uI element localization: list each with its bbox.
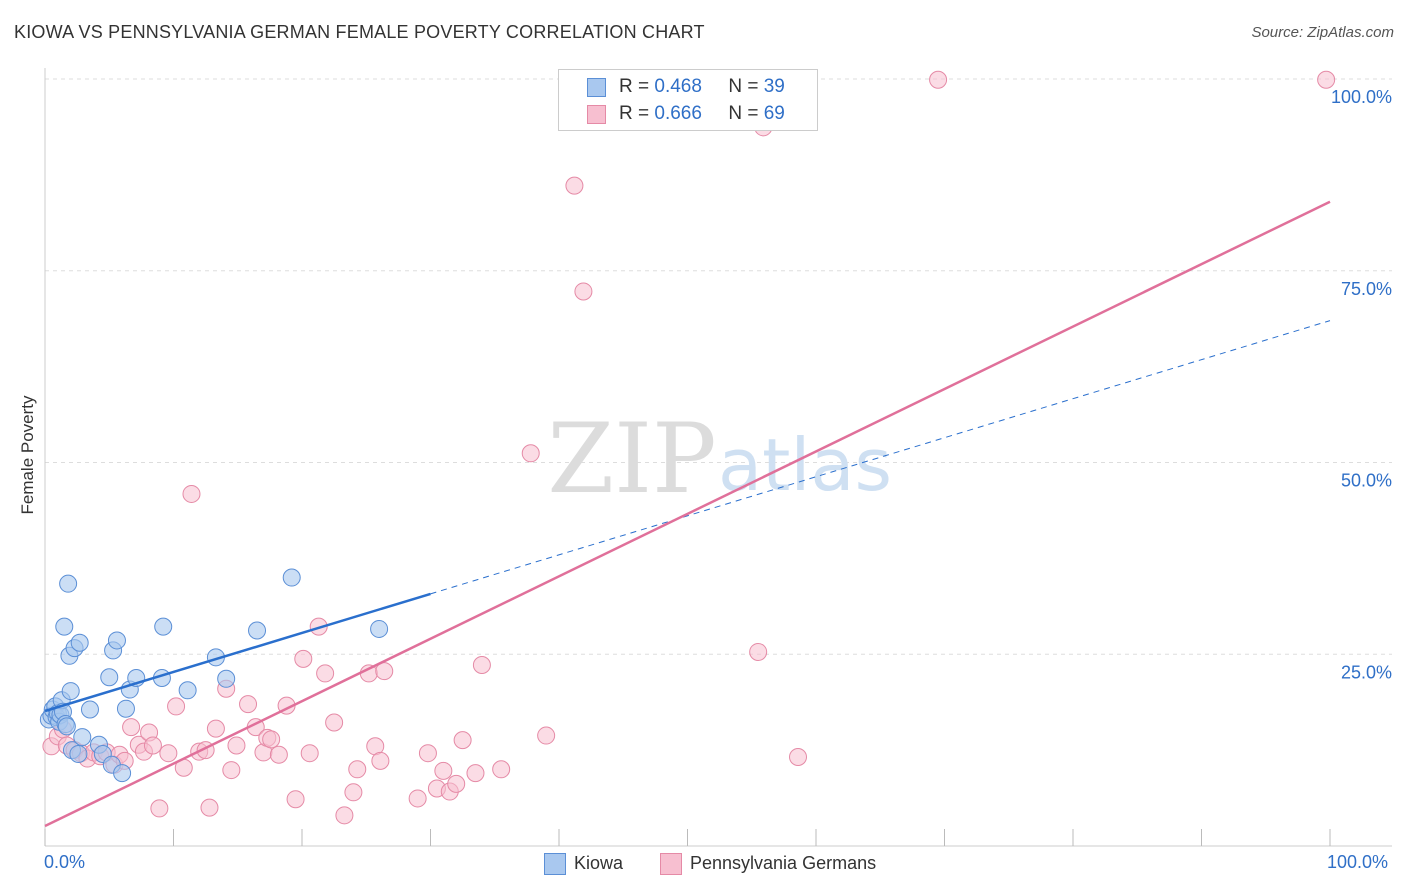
n-value: 39: [763, 76, 785, 97]
r-value: 0.666: [654, 103, 702, 124]
y-tick-label: 50.0%: [1341, 471, 1392, 491]
y-tick-label: 25.0%: [1341, 662, 1392, 682]
kiowa-point: [107, 631, 126, 650]
pennsylvania-germans-point: [789, 748, 808, 767]
kiowa-point: [282, 568, 301, 587]
pennsylvania-germans-point: [182, 484, 201, 503]
kiowa-point: [154, 617, 173, 636]
pennsylvania-germans-point: [929, 70, 948, 89]
pennsylvania-germans-point: [335, 806, 354, 825]
pennsylvania-germans-point: [565, 176, 584, 195]
pennsylvania-germans-point: [472, 655, 491, 674]
kiowa-legend-swatch: [544, 853, 566, 875]
watermark-atlas: atlas: [718, 423, 892, 507]
pennsylvania-germans-point: [408, 789, 427, 808]
correlation-legend: R = 0.468 N = 39 R = 0.666 N = 69: [558, 69, 818, 131]
pennsylvania-germans-point: [492, 760, 511, 779]
x-tick-label-min: 0.0%: [44, 852, 86, 872]
kiowa-point: [70, 633, 89, 652]
pennsylvania-germans-point: [206, 719, 225, 738]
pennsylvania-germans-point: [300, 744, 319, 763]
pennsylvania-germans-point: [1317, 70, 1336, 89]
pennsylvania-germans-point: [375, 662, 394, 681]
pennsylvania-germans-point: [447, 774, 466, 793]
kiowa-point: [69, 744, 88, 763]
kiowa-trend-line: [44, 592, 431, 713]
kiowa-point: [55, 617, 74, 636]
kiowa-point: [80, 700, 99, 719]
y-tick-labels: 25.0% 50.0% 75.0% 100.0%: [1331, 87, 1392, 682]
chart-title: KIOWA VS PENNSYLVANIA GERMAN FEMALE POVE…: [14, 22, 705, 42]
source-label: Source: ZipAtlas.com: [1251, 24, 1394, 41]
y-tick-label: 75.0%: [1341, 279, 1392, 299]
pennsylvania-germans-point: [269, 745, 288, 764]
pennsylvania-germans-points: [42, 70, 1336, 825]
pennsylvania-germans-point: [325, 713, 344, 732]
pennsylvania-germans-point: [453, 731, 472, 750]
kiowa-trend-extension: [430, 320, 1331, 595]
pennsylvania-germans-point: [466, 764, 485, 783]
pennsylvania-germans-point: [227, 736, 246, 755]
pennsylvania-germans-point: [262, 730, 281, 749]
pennsylvania-germans-point: [122, 718, 141, 737]
kiowa-point: [57, 717, 76, 736]
kiowa-points: [39, 568, 389, 783]
pennsylvania-germans-legend-label: Pennsylvania Germans: [690, 853, 877, 873]
kiowa-point: [61, 682, 80, 701]
pennsylvania-germans-point: [143, 736, 162, 755]
kiowa-point: [116, 699, 135, 718]
n-label: N =: [728, 103, 759, 124]
pennsylvania-germans-point: [574, 282, 593, 301]
n-value: 69: [763, 103, 785, 124]
kiowa-point: [178, 681, 197, 700]
pennsylvania-germans-point: [521, 444, 540, 463]
r-value: 0.468: [654, 76, 702, 97]
watermark-zip: ZIP: [547, 403, 716, 515]
trend-lines: [44, 200, 1331, 828]
pennsylvania-germans-point: [344, 783, 363, 802]
r-label: R =: [619, 76, 650, 97]
kiowa-point: [217, 669, 236, 688]
pennsylvania-germans-trend-line: [44, 200, 1331, 828]
pennsylvania-germans-point: [167, 697, 186, 716]
series-legend: Kiowa Pennsylvania Germans: [0, 852, 1406, 876]
kiowa-legend-label: Kiowa: [574, 853, 624, 873]
pennsylvania-germans-point: [749, 642, 768, 661]
pennsylvania-germans-point: [200, 798, 219, 817]
pennsylvania-germans-point: [316, 664, 335, 683]
pennsylvania-germans-point: [222, 761, 241, 780]
y-tick-label: 100.0%: [1331, 87, 1392, 107]
x-tick-label-max: 100.0%: [1327, 852, 1389, 872]
pennsylvania-germans-point: [150, 799, 169, 818]
watermark: ZIP atlas: [547, 403, 892, 515]
r-label: R =: [619, 103, 650, 124]
pennsylvania-germans-point: [348, 760, 367, 779]
kiowa-point: [370, 619, 389, 638]
pennsylvania-germans-point: [239, 695, 258, 714]
n-label: N =: [728, 76, 759, 97]
kiowa-point: [59, 574, 78, 593]
gridlines: [45, 78, 1392, 655]
pennsylvania-germans-point: [434, 761, 453, 780]
pennsylvania-germans-swatch: [587, 105, 606, 124]
kiowa-point: [100, 668, 119, 687]
pennsylvania-germans-point: [159, 744, 178, 763]
pennsylvania-germans-point: [294, 649, 313, 668]
pennsylvania-germans-legend-swatch: [660, 853, 682, 875]
pennsylvania-germans-point: [418, 744, 437, 763]
kiowa-point: [248, 621, 267, 640]
pennsylvania-germans-point: [537, 726, 556, 745]
pennsylvania-germans-point: [286, 790, 305, 809]
kiowa-swatch: [587, 78, 606, 97]
kiowa-point: [73, 728, 92, 747]
pennsylvania-germans-point: [371, 751, 390, 770]
kiowa-point: [113, 764, 132, 783]
